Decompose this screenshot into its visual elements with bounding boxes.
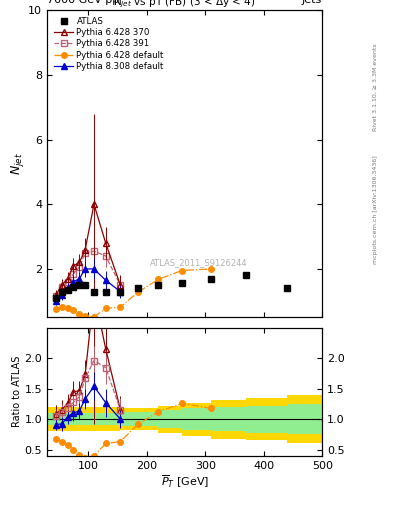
ATLAS: [103, 288, 108, 294]
Line: ATLAS: ATLAS: [53, 272, 290, 301]
Pythia 6.428 default: [209, 266, 213, 272]
Line: Pythia 6.428 default: Pythia 6.428 default: [53, 266, 214, 319]
ATLAS: [156, 282, 161, 288]
Pythia 6.428 default: [136, 289, 140, 295]
Pythia 6.428 default: [71, 307, 76, 313]
Pythia 6.428 default: [118, 304, 123, 310]
Pythia 6.428 default: [53, 306, 58, 312]
ATLAS: [83, 282, 88, 288]
Title: N$_{jet}$ vs pT (FB) (3 < $\Delta$y < 4): N$_{jet}$ vs pT (FB) (3 < $\Delta$y < 4): [114, 0, 256, 10]
Legend: ATLAS, Pythia 6.428 370, Pythia 6.428 391, Pythia 6.428 default, Pythia 8.308 de: ATLAS, Pythia 6.428 370, Pythia 6.428 39…: [51, 14, 166, 73]
Pythia 6.428 default: [92, 314, 96, 320]
Pythia 6.428 default: [156, 276, 161, 282]
Pythia 6.428 default: [83, 313, 88, 319]
Pythia 6.428 default: [180, 267, 184, 273]
Pythia 6.428 default: [103, 305, 108, 311]
ATLAS: [59, 288, 64, 294]
Text: 7000 GeV pp: 7000 GeV pp: [47, 0, 119, 5]
ATLAS: [77, 282, 82, 288]
Text: ATLAS_2011_S9126244: ATLAS_2011_S9126244: [150, 258, 247, 267]
Text: mcplots.cern.ch [arXiv:1306.3436]: mcplots.cern.ch [arXiv:1306.3436]: [373, 156, 378, 264]
Text: Jets: Jets: [302, 0, 322, 5]
ATLAS: [65, 287, 70, 293]
Pythia 6.428 default: [77, 310, 82, 316]
ATLAS: [244, 272, 248, 279]
ATLAS: [118, 288, 123, 294]
Y-axis label: $N_{jet}$: $N_{jet}$: [9, 153, 26, 175]
X-axis label: $\overline{P}_T$ [GeV]: $\overline{P}_T$ [GeV]: [161, 473, 209, 490]
ATLAS: [285, 285, 290, 291]
Y-axis label: Ratio to ATLAS: Ratio to ATLAS: [12, 356, 22, 428]
Pythia 6.428 default: [59, 304, 64, 310]
ATLAS: [209, 275, 213, 282]
Text: Rivet 3.1.10, ≥ 3.3M events: Rivet 3.1.10, ≥ 3.3M events: [373, 43, 378, 131]
ATLAS: [136, 285, 140, 291]
ATLAS: [180, 281, 184, 287]
ATLAS: [53, 295, 58, 301]
ATLAS: [71, 284, 76, 290]
Pythia 6.428 default: [65, 305, 70, 311]
ATLAS: [92, 288, 96, 294]
